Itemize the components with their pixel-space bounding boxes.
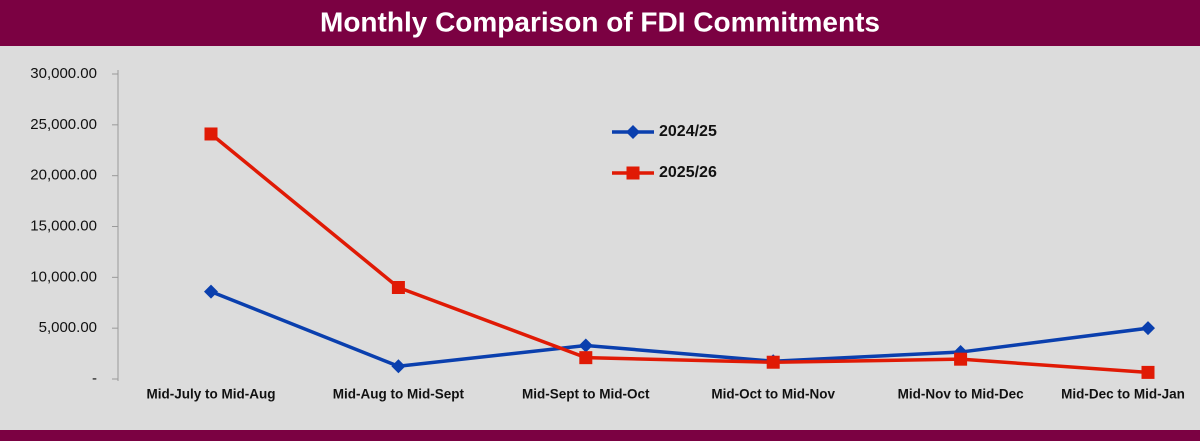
data-point	[954, 352, 968, 366]
x-tick-label: Mid-Sept to Mid-Oct	[522, 387, 650, 402]
x-tick-label: Mid-July to Mid-Aug	[147, 387, 276, 402]
legend-marker	[626, 125, 640, 139]
x-tick-label: Mid-Oct to Mid-Nov	[711, 387, 835, 402]
title-banner	[0, 0, 1200, 46]
y-tick-label: 10,000.00	[30, 268, 97, 285]
y-tick-label: -	[92, 370, 97, 387]
data-point	[1141, 321, 1155, 336]
footer-band	[0, 430, 1200, 441]
y-tick-label: 15,000.00	[30, 217, 97, 234]
y-tick-label: 30,000.00	[30, 65, 97, 82]
legend-label: 2024/25	[659, 123, 717, 140]
series-line	[210, 289, 1149, 369]
series-line	[209, 132, 1149, 375]
data-point	[391, 359, 406, 374]
y-tick-label: 5,000.00	[39, 319, 97, 336]
chart-title: Monthly Comparison of FDI Commitments	[320, 6, 880, 37]
x-tick-label: Mid-Nov to Mid-Dec	[898, 387, 1024, 402]
data-point	[579, 351, 593, 365]
data-point	[1141, 365, 1155, 379]
data-point	[766, 355, 780, 369]
legend-marker	[626, 166, 640, 180]
x-tick-label: Mid-Aug to Mid-Sept	[333, 387, 465, 402]
y-tick-label: 25,000.00	[30, 116, 97, 133]
data-point	[204, 127, 218, 141]
x-tick-label: Mid-Dec to Mid-Jan	[1061, 387, 1185, 402]
y-tick-label: 20,000.00	[30, 167, 97, 184]
data-point	[391, 281, 405, 294]
data-point	[204, 284, 218, 299]
legend-label: 2025/26	[659, 164, 717, 181]
data-point	[578, 338, 593, 353]
